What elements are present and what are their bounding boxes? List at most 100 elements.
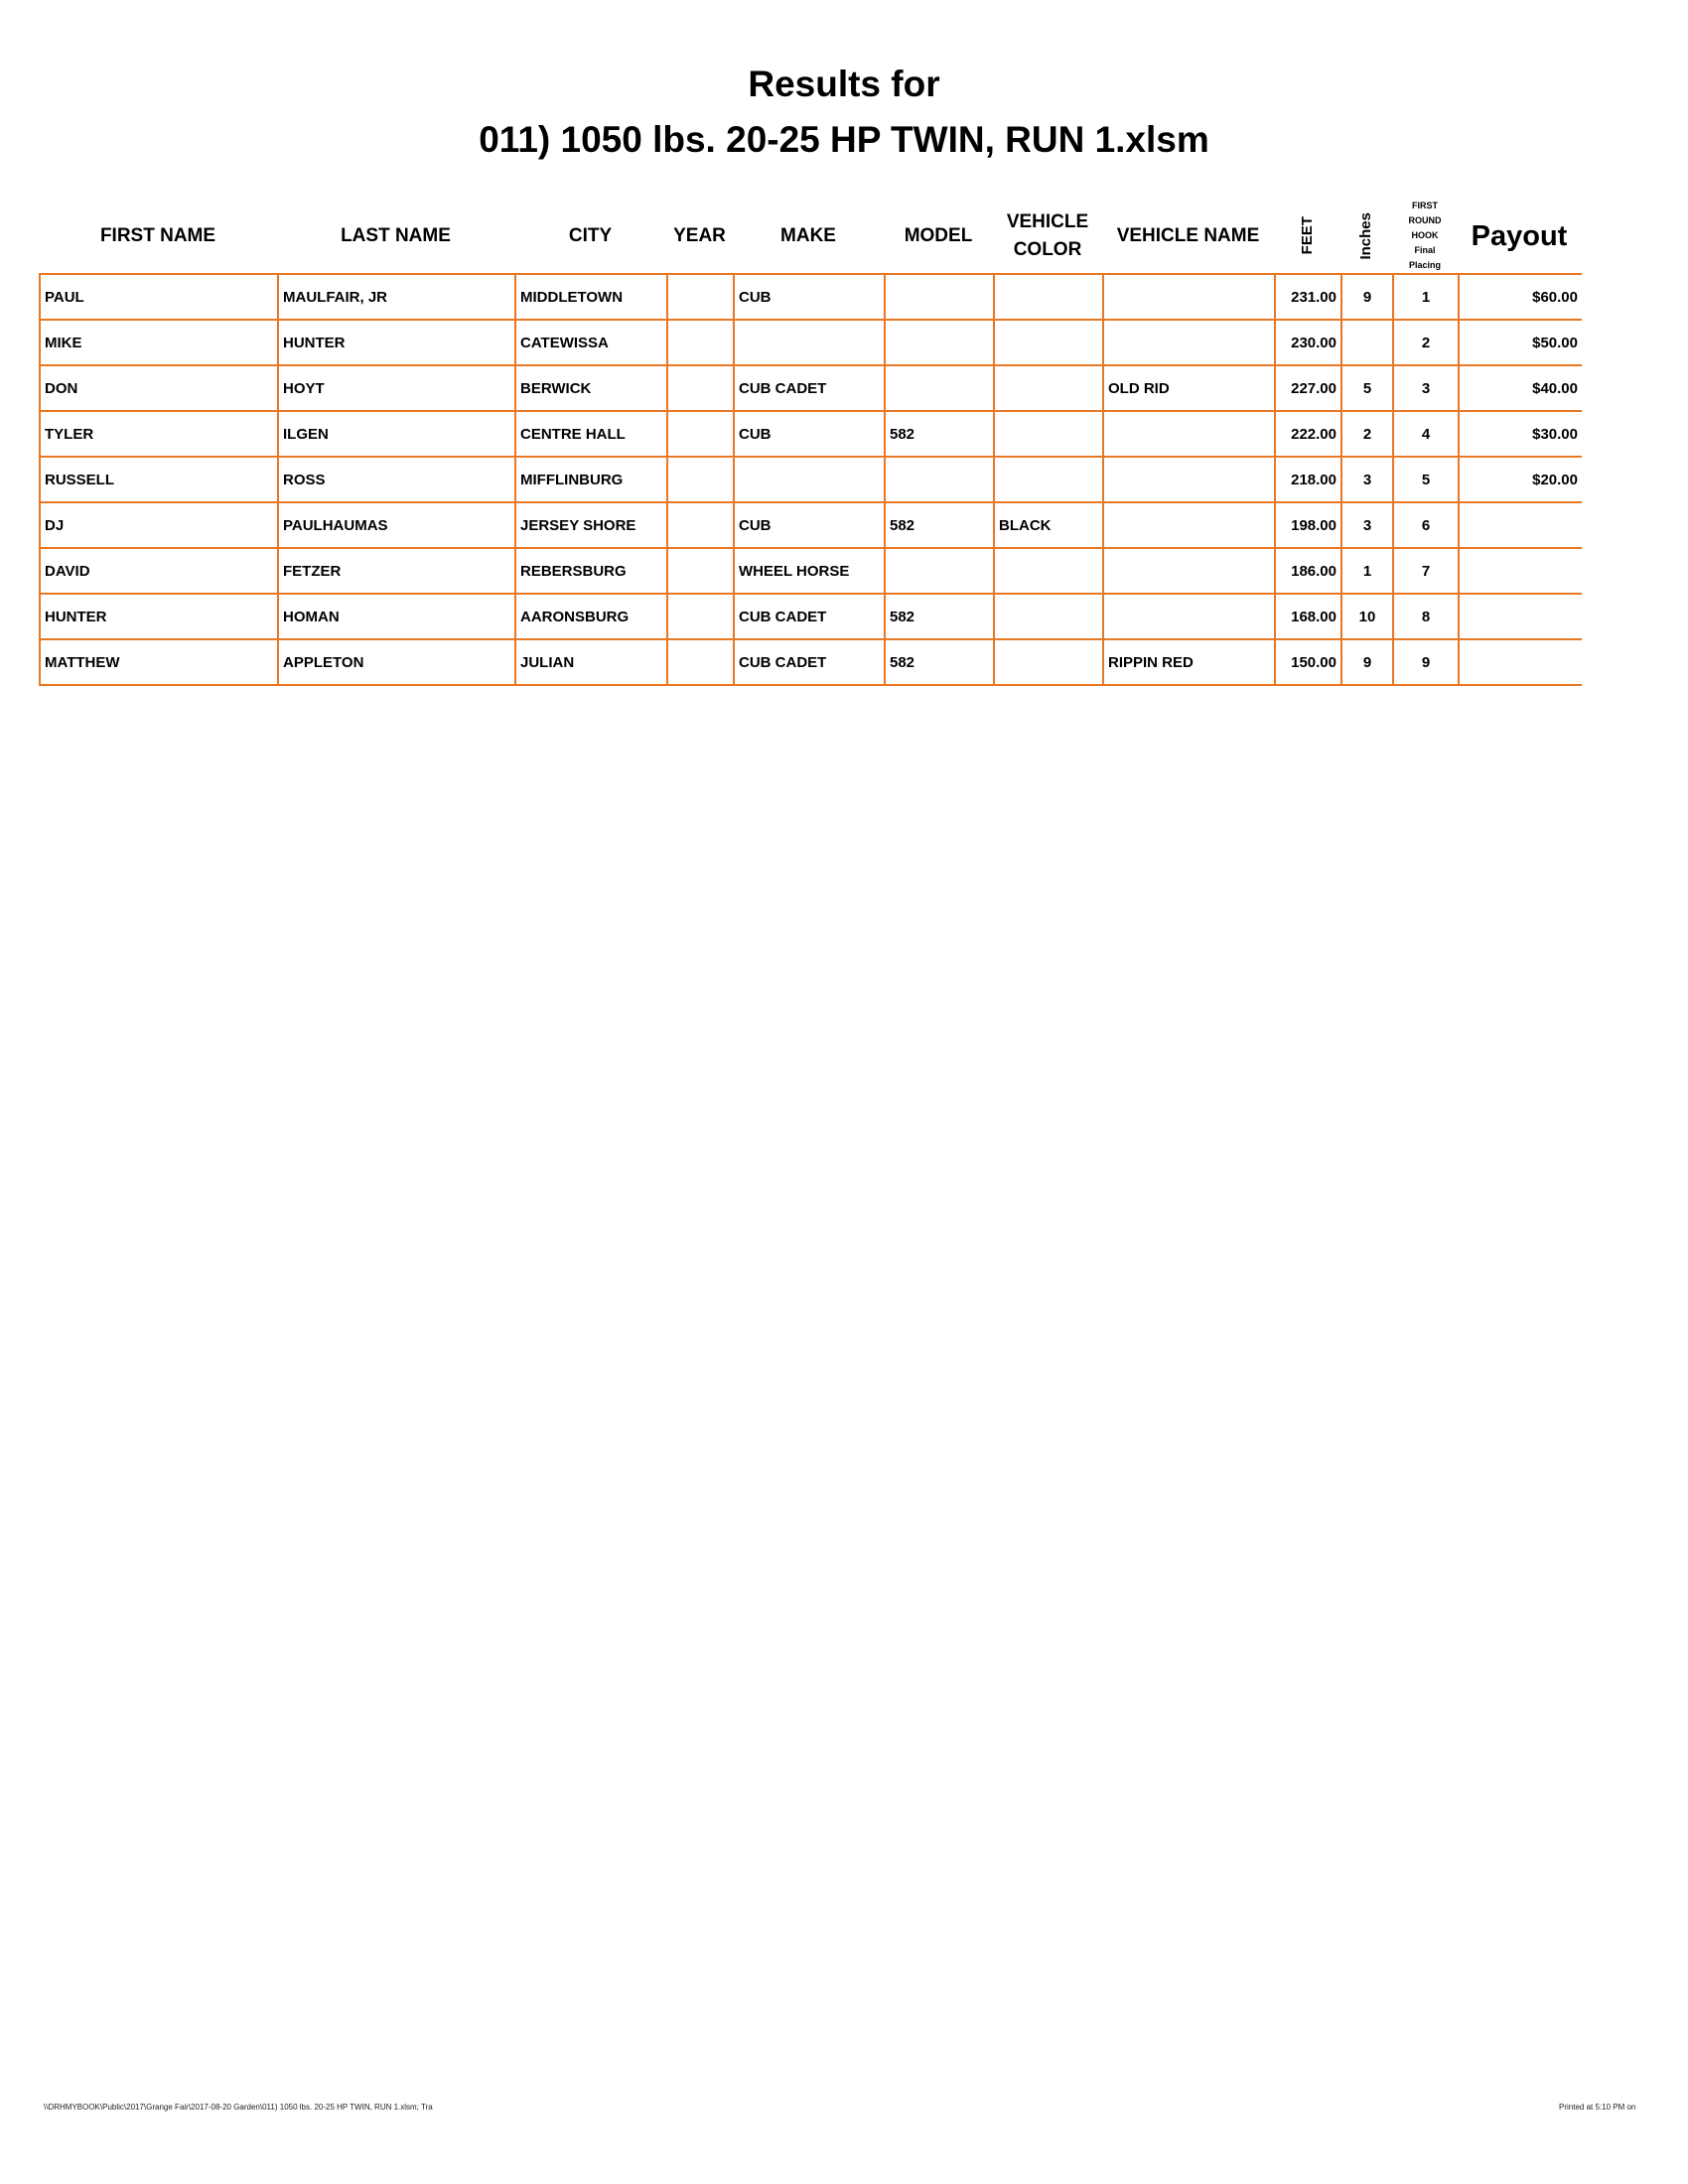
cell-model	[884, 547, 995, 595]
cell-last-name: PAULHAUMAS	[277, 501, 516, 549]
cell-year	[666, 364, 735, 412]
cell-payout: $20.00	[1458, 456, 1582, 503]
cell-year	[666, 319, 735, 366]
cell-payout: $60.00	[1458, 273, 1582, 321]
table-row: HUNTER HOMAN AARONSBURG CUB CADET 582 168.00 1…	[39, 593, 1582, 640]
cell-vehicle-name: OLD RID	[1102, 364, 1276, 412]
cell-vehicle-name	[1102, 547, 1276, 595]
cell-city: JULIAN	[514, 638, 668, 686]
header-model: MODEL	[904, 224, 973, 246]
cell-first-name: DJ	[39, 501, 279, 549]
cell-inches: 9	[1340, 638, 1394, 686]
footer-printed-at: Printed at 5:10 PM on	[1559, 2103, 1636, 2112]
cell-city: AARONSBURG	[514, 593, 668, 640]
header-vehicle-name: VEHICLE NAME	[1116, 224, 1260, 246]
cell-city: MIDDLETOWN	[514, 273, 668, 321]
cell-payout	[1458, 593, 1582, 640]
cell-vehicle-name	[1102, 273, 1276, 321]
footer-file-path: \\DRHMYBOOK\Public\2017\Grange Fair\2017…	[44, 2103, 433, 2112]
cell-placing: 6	[1392, 501, 1460, 549]
cell-year	[666, 273, 735, 321]
cell-model: 582	[884, 593, 995, 640]
cell-model: 582	[884, 501, 995, 549]
cell-city: REBERSBURG	[514, 547, 668, 595]
cell-make: WHEEL HORSE	[733, 547, 886, 595]
cell-model	[884, 319, 995, 366]
page-title: Results for	[748, 64, 940, 104]
page-subtitle: 011) 1050 lbs. 20-25 HP TWIN, RUN 1.xlsm	[479, 119, 1209, 160]
header-inches-text: Inches	[1357, 211, 1374, 260]
cell-feet: 150.00	[1274, 638, 1342, 686]
cell-vehicle-color	[993, 319, 1104, 366]
cell-make: CUB CADET	[733, 364, 886, 412]
cell-make	[733, 319, 886, 366]
cell-last-name: ILGEN	[277, 410, 516, 458]
header-placing-line: FIRST	[1412, 201, 1438, 210]
cell-city: CATEWISSA	[514, 319, 668, 366]
table-row: MIKE HUNTER CATEWISSA 230.00 2 $50.00	[39, 319, 1582, 366]
header-make: MAKE	[780, 224, 836, 246]
cell-make: CUB CADET	[733, 593, 886, 640]
cell-model	[884, 273, 995, 321]
table-row: PAUL MAULFAIR, JR MIDDLETOWN CUB 231.00 9 1 $60…	[39, 273, 1582, 321]
cell-inches: 3	[1340, 456, 1394, 503]
header-first-name: FIRST NAME	[99, 224, 216, 246]
cell-inches: 2	[1340, 410, 1394, 458]
cell-inches: 5	[1340, 364, 1394, 412]
table-row: MATTHEW APPLETON JULIAN CUB CADET 582 RIPPIN …	[39, 638, 1582, 686]
header-year: YEAR	[673, 224, 726, 246]
cell-vehicle-name	[1102, 593, 1276, 640]
cell-payout: $30.00	[1458, 410, 1582, 458]
cell-vehicle-color	[993, 638, 1104, 686]
header-last-name: LAST NAME	[341, 224, 451, 246]
cell-year	[666, 501, 735, 549]
cell-year	[666, 456, 735, 503]
cell-vehicle-color	[993, 593, 1104, 640]
cell-placing: 5	[1392, 456, 1460, 503]
cell-last-name: HOMAN	[277, 593, 516, 640]
cell-placing: 7	[1392, 547, 1460, 595]
cell-vehicle-color	[993, 273, 1104, 321]
header-placing-line: Final	[1414, 245, 1436, 255]
header-feet-text: FEET	[1298, 216, 1316, 255]
cell-make	[733, 456, 886, 503]
cell-city: JERSEY SHORE	[514, 501, 668, 549]
cell-payout	[1458, 638, 1582, 686]
cell-placing: 8	[1392, 593, 1460, 640]
cell-first-name: TYLER	[39, 410, 279, 458]
cell-vehicle-name	[1102, 456, 1276, 503]
cell-payout	[1458, 547, 1582, 595]
cell-vehicle-name	[1102, 410, 1276, 458]
cell-make: CUB CADET	[733, 638, 886, 686]
header-placing-line: Placing	[1408, 260, 1441, 270]
cell-vehicle-color	[993, 364, 1104, 412]
cell-city: CENTRE HALL	[514, 410, 668, 458]
header-payout: Payout	[1471, 219, 1568, 252]
cell-inches: 1	[1340, 547, 1394, 595]
cell-first-name: DAVID	[39, 547, 279, 595]
cell-year	[666, 547, 735, 595]
cell-vehicle-name: RIPPIN RED	[1102, 638, 1276, 686]
cell-city: MIFFLINBURG	[514, 456, 668, 503]
cell-first-name: RUSSELL	[39, 456, 279, 503]
cell-vehicle-color	[993, 410, 1104, 458]
cell-feet: 198.00	[1274, 501, 1342, 549]
cell-model: 582	[884, 638, 995, 686]
cell-feet: 227.00	[1274, 364, 1342, 412]
cell-feet: 230.00	[1274, 319, 1342, 366]
cell-inches: 10	[1340, 593, 1394, 640]
cell-placing: 9	[1392, 638, 1460, 686]
cell-vehicle-color: BLACK	[993, 501, 1104, 549]
cell-placing: 3	[1392, 364, 1460, 412]
cell-vehicle-color	[993, 547, 1104, 595]
cell-feet: 168.00	[1274, 593, 1342, 640]
cell-year	[666, 593, 735, 640]
cell-year	[666, 638, 735, 686]
header-inches: Inches	[1340, 199, 1392, 273]
table-row: DON HOYT BERWICK CUB CADET OLD RID 227.00 5 3 $4…	[39, 364, 1582, 412]
cell-last-name: MAULFAIR, JR	[277, 273, 516, 321]
table-row: TYLER ILGEN CENTRE HALL CUB 582 222.00 2 4 $30.0…	[39, 410, 1582, 458]
table-row: RUSSELL ROSS MIFFLINBURG 218.00 3 5 $20.00	[39, 456, 1582, 503]
cell-last-name: FETZER	[277, 547, 516, 595]
results-table: PAUL MAULFAIR, JR MIDDLETOWN CUB 231.00 9 1 $60…	[39, 273, 1582, 686]
